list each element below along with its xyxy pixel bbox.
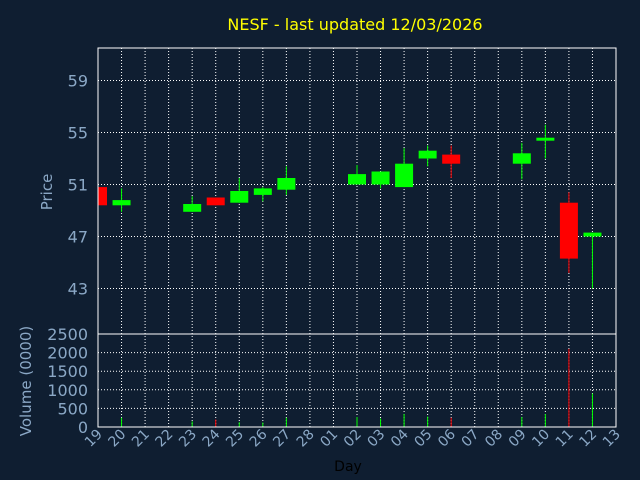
x-tick-label: 24 [200,426,224,450]
x-tick-label: 04 [388,426,412,450]
volume-axis-label: Volume (0000) [17,326,35,436]
volume-tick-label: 2000 [47,344,88,363]
candle-body [98,187,107,206]
x-tick-label: 10 [529,427,553,451]
volume-tick-label: 500 [57,399,88,418]
price-axis-label: Price [38,174,56,211]
x-tick-label: 25 [223,427,247,451]
volume-tick-label: 1000 [47,381,88,400]
x-tick-label: 01 [317,427,341,451]
candle-body [583,232,602,237]
price-tick-label: 51 [68,176,88,195]
x-tick-label: 23 [176,427,200,451]
x-tick-label: 02 [341,427,365,451]
candle-body [395,163,414,188]
x-tick-label: 28 [294,427,318,451]
volume-tick-label: 0 [78,418,88,437]
candle-body [512,153,531,164]
x-tick-label: 12 [576,427,600,451]
x-tick-label: 08 [482,427,506,451]
x-tick-label: 13 [600,427,624,451]
x-tick-label: 27 [270,427,294,451]
candle-body [183,204,202,212]
candle-body [348,174,366,185]
candle-body [206,197,225,206]
x-tick-label: 07 [459,427,483,451]
candle-body [559,202,578,259]
price-tick-label: 55 [68,124,88,143]
candle-body [277,178,296,190]
x-tick-label: 06 [435,426,459,450]
candle-body [371,171,390,185]
candle-body [230,191,249,203]
candle-body [536,137,555,141]
candle-body [253,188,272,195]
x-axis-label: Day [334,459,362,475]
x-tick-label: 09 [506,427,530,451]
volume-tick-label: 2500 [47,325,88,344]
candle-body [112,200,131,206]
volume-panel-frame [97,333,617,428]
x-tick-label: 21 [129,427,153,451]
candle-body [442,154,461,164]
price-tick-label: 43 [68,280,88,299]
x-tick-label: 26 [247,426,271,450]
price-tick-label: 47 [68,228,88,247]
price-tick-label: 59 [68,72,88,91]
x-tick-label: 03 [364,427,388,451]
x-tick-label: 22 [153,427,177,451]
x-tick-label: 20 [105,427,129,451]
x-tick-label: 11 [553,427,577,451]
volume-tick-label: 1500 [47,362,88,381]
chart-title: NESF - last updated 12/03/2026 [227,15,482,34]
candle-body [418,150,437,159]
x-tick-label: 05 [412,427,436,451]
